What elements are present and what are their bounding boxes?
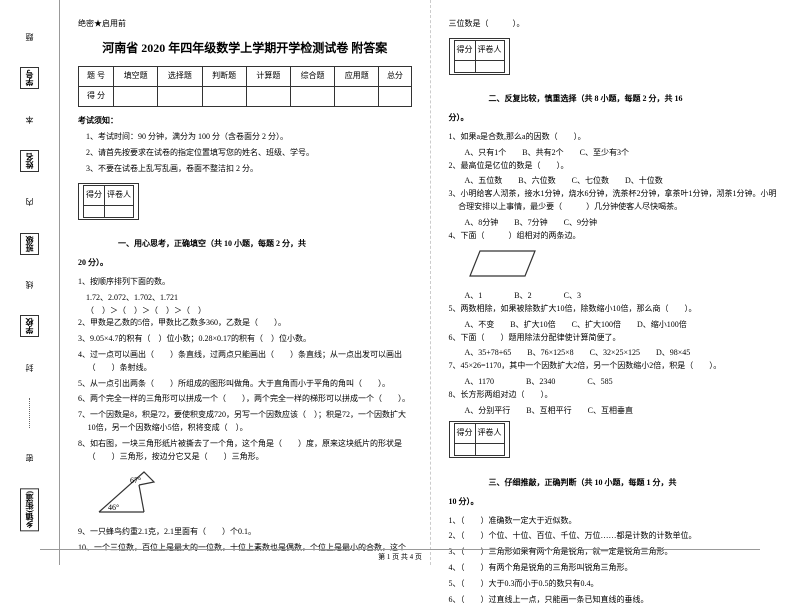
options: A、8分钟 B、7分钟 C、9分钟 xyxy=(449,217,783,230)
question: 6、两个完全一样的三角形可以拼成一个（ ），两个完全一样的梯形可以拼成一个（ ）… xyxy=(78,393,412,406)
question: 1、按顺序排列下面的数。 xyxy=(78,276,412,289)
score-cell xyxy=(290,86,334,106)
question: 3、9.05×4.7的积有（ ）位小数；0.28×0.17的积有（ ）位小数。 xyxy=(78,333,412,346)
question: 5、两数相除，如果被除数扩大10倍，除数缩小10倍，那么商（ ）。 xyxy=(449,303,783,316)
score-cell xyxy=(114,86,158,106)
box-reviewer: 评卷人 xyxy=(475,424,504,444)
question: 5、（ ）大于0.3而小于0.5的数只有0.4。 xyxy=(449,578,783,591)
question: 5、从一点引出两条（ ）所组成的图形叫做角。大于直角而小于平角的角叫（ ）。 xyxy=(78,378,412,391)
content-area: 绝密★启用前 河南省 2020 年四年级数学上学期开学检测试卷 附答案 题 号 … xyxy=(60,0,800,565)
question: 8、如右图，一块三角形纸片被撕去了一个角，这个角是（ ）度，原来这块纸片的形状是… xyxy=(78,438,412,464)
box-reviewer: 评卷人 xyxy=(475,40,504,60)
score-cell: 得 分 xyxy=(79,86,114,106)
header-cell: 判断题 xyxy=(202,66,246,86)
header-cell: 填空题 xyxy=(114,66,158,86)
spine-mark: 密 xyxy=(24,454,35,462)
secret-label: 绝密★启用前 xyxy=(78,18,412,31)
header-cell: 应用题 xyxy=(335,66,379,86)
question: 7、一个因数是8，积是72，要使积变成720，另写一个因数应该（ ）；积是72，… xyxy=(78,409,412,435)
header-cell: 综合题 xyxy=(290,66,334,86)
binding-spine: 题 学号 本 姓名 内 班级 线 学校 封 密 乡镇(街道) xyxy=(0,0,60,565)
question: 4、（ ）有两个角是锐角的三角形叫锐角三角形。 xyxy=(449,562,783,575)
options: A、不变 B、扩大10倍 C、扩大100倍 D、缩小100倍 xyxy=(449,319,783,332)
options: A、1170 B、2340 C、585 xyxy=(449,376,783,389)
box-score: 得分 xyxy=(454,424,475,444)
question: 2、甲数是乙数的5倍，甲数比乙数多360，乙数是（ ）。 xyxy=(78,317,412,330)
header-cell: 计算题 xyxy=(246,66,290,86)
table-row: 得 分 xyxy=(79,86,412,106)
notice-item: 1、考试时间：90 分钟，满分为 100 分（含卷面分 2 分）。 xyxy=(78,131,412,144)
spine-mark: 题 xyxy=(24,33,35,41)
spine-dotted-line xyxy=(29,398,30,428)
spine-school: 学校 xyxy=(20,315,39,337)
options: A、只有1个 B、共有2个 C、至少有3个 xyxy=(449,147,783,160)
section-score-box: 得分评卷人 xyxy=(449,38,510,75)
question-sub: （ ）＞（ ）＞（ ）＞（ ） xyxy=(78,305,412,318)
question: 6、（ ）过直线上一点，只能画一条已知直线的垂线。 xyxy=(449,594,783,606)
question: 4、过一点可以画出（ ）条直线，过两点只能画出（ ）条直线；从一点出发可以画出（… xyxy=(78,349,412,375)
left-column: 绝密★启用前 河南省 2020 年四年级数学上学期开学检测试卷 附答案 题 号 … xyxy=(60,0,431,565)
question: 2、（ ）个位、十位、百位、千位、万位……都是计数的计数单位。 xyxy=(449,530,783,543)
angle-label: 67° xyxy=(130,476,141,485)
score-cell xyxy=(335,86,379,106)
question: 7、45×26=1170，其中一个因数扩大2倍，另一个因数缩小2倍，积是（ ）。 xyxy=(449,360,783,373)
notice-item: 3、不要在试卷上乱写乱画，卷面不整洁扣 2 分。 xyxy=(78,163,412,176)
parallelogram-figure xyxy=(465,246,783,286)
footer-divider xyxy=(40,549,760,550)
question: 2、最高位是亿位的数是（ ）。 xyxy=(449,160,783,173)
question: 6、下面（ ）题用除法分配律使计算简便了。 xyxy=(449,332,783,345)
section2-title: 二、反复比较，慎重选择（共 8 小题，每题 2 分，共 16 xyxy=(449,93,783,106)
header-cell: 总分 xyxy=(379,66,411,86)
score-cell xyxy=(202,86,246,106)
options: A、分别平行 B、互相平行 C、互相垂直 xyxy=(449,405,783,418)
options: A、五位数 B、六位数 C、七位数 D、十位数 xyxy=(449,175,783,188)
spine-mark: 封 xyxy=(24,364,35,372)
notice-item: 2、请首先按要求在试卷的指定位置填写您的姓名、班级、学号。 xyxy=(78,147,412,160)
table-row: 题 号 填空题 选择题 判断题 计算题 综合题 应用题 总分 xyxy=(79,66,412,86)
triangle-icon: 67° 46° xyxy=(94,467,164,517)
header-cell: 题 号 xyxy=(79,66,114,86)
box-score: 得分 xyxy=(454,40,475,60)
page-number: 第 1 页 共 4 页 xyxy=(378,553,422,561)
angle-label: 46° xyxy=(108,503,119,512)
section1-tail: 20 分）。 xyxy=(78,257,412,270)
question: 1、（ ）准确数一定大于近似数。 xyxy=(449,515,783,528)
parallelogram-icon xyxy=(465,246,545,281)
question: 3、小明给客人沏茶，接水1分钟，烧水6分钟，洗茶杯2分钟，拿茶叶1分钟，沏茶1分… xyxy=(449,188,783,214)
question-continuation: 三位数是（ ）。 xyxy=(449,18,783,31)
score-cell xyxy=(379,86,411,106)
section-score-box: 得分评卷人 xyxy=(78,183,139,220)
section-score-box: 得分评卷人 xyxy=(449,421,510,458)
question: 4、下面（ ）组相对的两条边。 xyxy=(449,230,783,243)
box-reviewer: 评卷人 xyxy=(105,185,134,205)
notice-title: 考试须知： xyxy=(78,115,412,128)
spine-name: 姓名 xyxy=(20,150,39,172)
box-score: 得分 xyxy=(84,185,105,205)
spine-mark: 线 xyxy=(24,281,35,289)
section1-title: 一、用心思考，正确填空（共 10 小题，每题 2 分，共 xyxy=(78,238,412,251)
options: A、1 B、2 C、3 xyxy=(449,290,783,303)
question: 9、一只蜂鸟约重2.1克，2.1里面有（ ）个0.1。 xyxy=(78,526,412,539)
question: 8、长方形两组对边（ ）。 xyxy=(449,389,783,402)
page-footer: 第 1 页 共 4 页 xyxy=(0,549,800,562)
score-cell xyxy=(246,86,290,106)
options: A、35+78+65 B、76×125×8 C、32×25×125 D、98×4… xyxy=(449,347,783,360)
spine-class: 班级 xyxy=(20,233,39,255)
spine-mark: 内 xyxy=(24,198,35,206)
score-table: 题 号 填空题 选择题 判断题 计算题 综合题 应用题 总分 得 分 xyxy=(78,66,412,107)
triangle-figure: 67° 46° xyxy=(94,467,412,522)
question: 1、如果a是合数,那么a的因数（ ）。 xyxy=(449,131,783,144)
section3-title: 三、仔细推敲，正确判断（共 10 小题，每题 1 分，共 xyxy=(449,477,783,490)
exam-title: 河南省 2020 年四年级数学上学期开学检测试卷 附答案 xyxy=(78,39,412,58)
right-column: 三位数是（ ）。 得分评卷人 二、反复比较，慎重选择（共 8 小题，每题 2 分… xyxy=(431,0,800,565)
header-cell: 选择题 xyxy=(158,66,202,86)
section2-tail: 分）。 xyxy=(449,112,783,125)
score-cell xyxy=(158,86,202,106)
question-sub: 1.72、2.072、1.702、1.721 xyxy=(78,292,412,305)
spine-mark: 本 xyxy=(24,116,35,124)
exam-page: 题 学号 本 姓名 内 班级 线 学校 封 密 乡镇(街道) 绝密★启用前 河南… xyxy=(0,0,800,565)
spine-student-id: 学号 xyxy=(20,67,39,89)
section3-tail: 10 分）。 xyxy=(449,496,783,509)
spine-township: 乡镇(街道) xyxy=(20,488,39,531)
